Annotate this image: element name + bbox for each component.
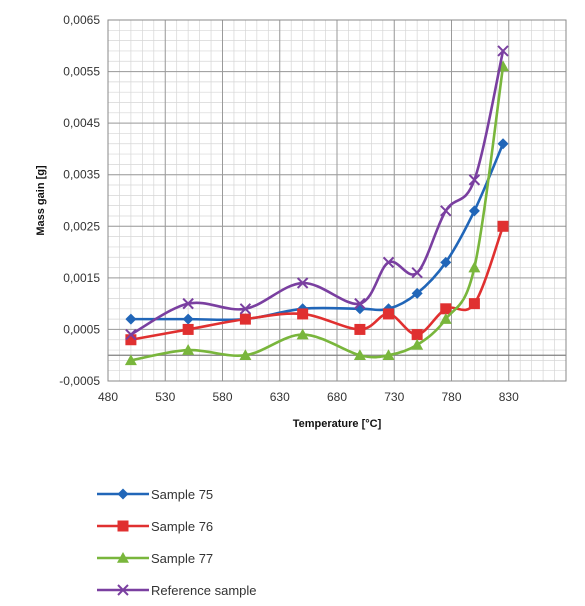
data-point (383, 308, 395, 320)
data-point (239, 303, 252, 315)
legend-marker (117, 520, 129, 532)
data-point (239, 349, 252, 361)
plot-frame (107, 19, 567, 382)
series-4 (125, 45, 509, 341)
y-tick-label: 0,0035 (63, 168, 100, 182)
legend-label: Sample 75 (151, 486, 214, 502)
data-point (296, 277, 309, 289)
x-tick-label: 480 (98, 390, 118, 404)
data-point (182, 344, 195, 355)
data-point (125, 334, 137, 346)
data-point (468, 205, 480, 217)
data-point (182, 313, 194, 325)
legend: Sample 75 Sample 76 Sample 77 Reference sam… (95, 478, 257, 606)
y-axis-title: Mass gain [g] (35, 165, 47, 236)
x-tick-label: 630 (270, 390, 290, 404)
x-tick-label: 780 (441, 390, 461, 404)
legend-item: Sample 76 (95, 510, 257, 542)
legend-marker (117, 584, 129, 596)
x-tick-label: 830 (499, 390, 519, 404)
data-point (497, 45, 509, 57)
data-point (182, 323, 194, 335)
data-point (411, 287, 423, 299)
data-point (382, 256, 395, 269)
major-grid (107, 19, 567, 382)
y-tick-label: 0,0055 (63, 65, 100, 79)
line-chart: 480 530 580 630 680 730 780 830 -0,0005 0,0005 0,0… (35, 13, 567, 430)
legend-label: Sample 77 (151, 550, 214, 566)
legend-swatch (97, 488, 149, 500)
data-point (182, 297, 194, 310)
data-point (124, 354, 137, 366)
y-tick-label: 0,0015 (63, 271, 100, 285)
data-point (411, 338, 424, 350)
legend-swatch (97, 520, 149, 532)
legend-swatch (97, 584, 149, 596)
data-point (468, 298, 480, 310)
series-line (130, 50, 505, 336)
data-point (297, 308, 309, 320)
legend-marker (117, 488, 129, 500)
series-3 (124, 60, 510, 366)
legend-label: Reference sample (151, 582, 257, 598)
y-tick-label: 0,0065 (63, 13, 100, 27)
series-line (130, 143, 505, 322)
legend-item: Reference sample (95, 574, 257, 606)
data-point (440, 205, 452, 217)
data-point (382, 349, 395, 361)
legend-swatch (97, 552, 149, 563)
data-point (497, 220, 509, 232)
data-point (296, 328, 309, 340)
y-tick-label: -0,0005 (59, 374, 100, 388)
data-point (354, 323, 366, 335)
series-layer (124, 45, 510, 366)
data-point (239, 313, 251, 325)
data-point (497, 138, 509, 150)
data-point (411, 329, 423, 341)
data-point (125, 328, 137, 341)
x-tick-label: 580 (212, 390, 232, 404)
data-point (468, 174, 481, 186)
data-point (440, 303, 452, 315)
data-point (353, 349, 366, 361)
legend-item: Sample 77 (95, 542, 257, 574)
y-tick-label: 0,0045 (63, 116, 100, 130)
data-point (354, 297, 366, 310)
y-tick-label: 0,0025 (63, 219, 100, 233)
x-tick-label: 730 (384, 390, 404, 404)
x-tick-label: 680 (327, 390, 347, 404)
legend-label: Sample 76 (151, 518, 214, 534)
legend-marker (117, 552, 129, 563)
data-point (125, 313, 137, 325)
series-2 (125, 220, 509, 346)
x-axis-title: Temperature [°C] (293, 418, 382, 430)
x-tick-label: 530 (155, 390, 175, 404)
data-point (411, 266, 423, 279)
data-point (468, 261, 481, 273)
y-tick-label: 0,0005 (63, 322, 100, 336)
data-point (440, 256, 452, 268)
legend-item: Sample 75 (95, 478, 257, 510)
data-point (439, 313, 452, 324)
tick-labels: 480 530 580 630 680 730 780 830 -0,0005 0,0005 0,0… (59, 13, 519, 404)
series-line (130, 225, 505, 342)
